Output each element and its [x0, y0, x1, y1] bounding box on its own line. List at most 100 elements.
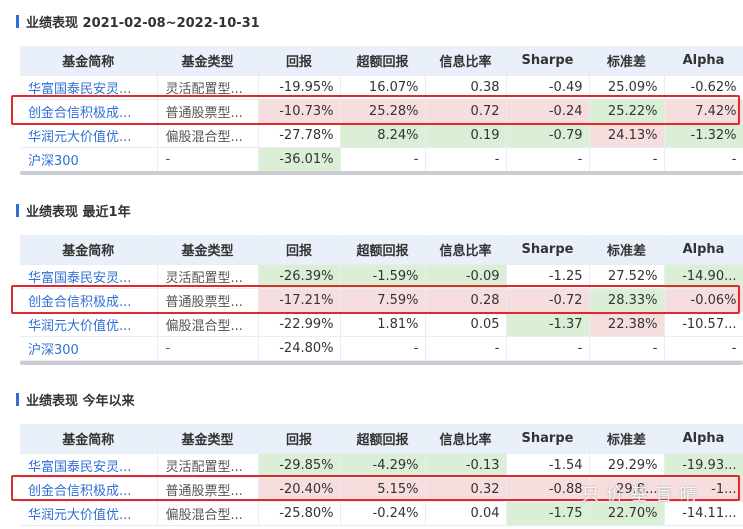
column-header[interactable]: 基金简称 — [20, 235, 158, 265]
table-header-row: 基金简称 基金类型 回报 超额回报 信息比率 Sharpe 标准差 Alpha — [20, 46, 743, 76]
metric-cell: -0.88 — [506, 477, 590, 502]
fund-type-cell: 灵活配置型... — [157, 75, 259, 100]
metric-cell: -0.72 — [506, 288, 590, 313]
metric-cell: - — [506, 336, 590, 361]
section-title-3: 业绩表现 今年以来 — [16, 389, 135, 409]
metric-cell: -0.62% — [664, 75, 743, 100]
table-row: 沪深300- -36.01% - - - - - — [20, 147, 743, 172]
column-header[interactable]: 基金类型 — [157, 46, 259, 76]
metric-cell: 29.8... — [589, 477, 665, 502]
metric-cell: 1.81% — [340, 312, 426, 337]
column-header[interactable]: 回报 — [258, 46, 341, 76]
horizontal-scrollbar[interactable] — [20, 361, 743, 365]
metric-cell: -0.13 — [425, 453, 507, 478]
metric-cell: - — [340, 147, 426, 172]
column-header[interactable]: Alpha — [664, 424, 743, 454]
column-header[interactable]: 标准差 — [589, 46, 665, 76]
title-accent-bar — [16, 14, 19, 28]
metric-cell: -0.24 — [506, 99, 590, 124]
fund-name-link[interactable]: 创金合信积极成... — [20, 477, 158, 502]
column-header[interactable]: Sharpe — [506, 424, 590, 454]
fund-type-cell: 偏股混合型... — [157, 501, 259, 526]
column-header[interactable]: 基金类型 — [157, 424, 259, 454]
fund-name-link[interactable]: 华富国泰民安灵... — [20, 264, 158, 289]
metric-cell: 0.05 — [425, 312, 507, 337]
fund-name-link[interactable]: 沪深300 — [20, 147, 158, 172]
table-row: 沪深300- -24.80% - - - - - — [20, 336, 743, 361]
metric-cell: -1.25 — [506, 264, 590, 289]
fund-name-link[interactable]: 华富国泰民安灵... — [20, 453, 158, 478]
column-header[interactable]: 基金类型 — [157, 235, 259, 265]
metric-cell: 28.33% — [589, 288, 665, 313]
metric-cell: 5.15% — [340, 477, 426, 502]
metric-cell: -4.29% — [340, 453, 426, 478]
column-header[interactable]: 超额回报 — [340, 46, 426, 76]
table-row: 华润元大价值优... 偏股混合型... -27.78% 8.24% 0.19 -0.79 2… — [20, 123, 743, 148]
fund-type-cell: 偏股混合型... — [157, 123, 259, 148]
metric-cell: - — [506, 147, 590, 172]
metric-cell: -24.80% — [258, 336, 341, 361]
metric-cell: -20.40% — [258, 477, 341, 502]
metric-cell: 24.13% — [589, 123, 665, 148]
column-header[interactable]: Alpha — [664, 46, 743, 76]
metric-cell: -27.78% — [258, 123, 341, 148]
metric-cell: 0.72 — [425, 99, 507, 124]
metric-cell: - — [664, 336, 743, 361]
table-row: 华润元大价值优... 偏股混合型... -25.80% -0.24% 0.04 -1.75… — [20, 501, 743, 526]
column-header[interactable]: 信息比率 — [425, 424, 507, 454]
metric-cell: -0.49 — [506, 75, 590, 100]
table-row: 创金合信积极成... 普通股票型... -20.40% 5.15% 0.32 -0.88 2… — [20, 477, 743, 502]
fund-type-cell: 灵活配置型... — [157, 264, 259, 289]
column-header[interactable]: 超额回报 — [340, 235, 426, 265]
metric-cell: 25.09% — [589, 75, 665, 100]
fund-type-cell: - — [157, 336, 259, 361]
performance-table-1: 基金简称 基金类型 回报 超额回报 信息比率 Sharpe 标准差 Alpha 华富国泰民安灵.… — [20, 46, 743, 172]
table-row: 华富国泰民安灵... 灵活配置型... -29.85% -4.29% -0.13 -1.5… — [20, 453, 743, 478]
fund-name-link[interactable]: 华富国泰民安灵... — [20, 75, 158, 100]
column-header[interactable]: 超额回报 — [340, 424, 426, 454]
column-header[interactable]: 基金简称 — [20, 46, 158, 76]
fund-type-cell: - — [157, 147, 259, 172]
metric-cell: 22.38% — [589, 312, 665, 337]
metric-cell: -36.01% — [258, 147, 341, 172]
metric-cell: 8.24% — [340, 123, 426, 148]
fund-name-link[interactable]: 华润元大价值优... — [20, 123, 158, 148]
fund-name-link[interactable]: 创金合信积极成... — [20, 288, 158, 313]
column-header[interactable]: 信息比率 — [425, 235, 507, 265]
column-header[interactable]: 基金简称 — [20, 424, 158, 454]
column-header[interactable]: 回报 — [258, 424, 341, 454]
metric-cell: -19.95% — [258, 75, 341, 100]
metric-cell: 22.70% — [589, 501, 665, 526]
table-row: 创金合信积极成... 普通股票型... -10.73% 25.28% 0.72 -0.24… — [20, 99, 743, 124]
metric-cell: -1.37 — [506, 312, 590, 337]
column-header[interactable]: Alpha — [664, 235, 743, 265]
column-header[interactable]: Sharpe — [506, 235, 590, 265]
metric-cell: 7.42% — [664, 99, 743, 124]
metric-cell: 16.07% — [340, 75, 426, 100]
metric-cell: 0.04 — [425, 501, 507, 526]
column-header[interactable]: 标准差 — [589, 424, 665, 454]
watermark-text: 只 价 基 盲 晴 — [582, 485, 698, 505]
metric-cell: - — [425, 147, 507, 172]
section-title-text: 业绩表现 最近1年 — [26, 204, 131, 220]
column-header[interactable]: 信息比率 — [425, 46, 507, 76]
metric-cell: - — [425, 336, 507, 361]
metric-cell: 25.22% — [589, 99, 665, 124]
column-header[interactable]: 回报 — [258, 235, 341, 265]
fund-name-link[interactable]: 华润元大价值优... — [20, 312, 158, 337]
fund-name-link[interactable]: 创金合信积极成... — [20, 99, 158, 124]
column-header[interactable]: 标准差 — [589, 235, 665, 265]
metric-cell: - — [340, 336, 426, 361]
metric-cell: -25.80% — [258, 501, 341, 526]
column-header[interactable]: Sharpe — [506, 46, 590, 76]
fund-name-link[interactable]: 沪深300 — [20, 336, 158, 361]
metric-cell: -1... — [664, 477, 743, 502]
metric-cell: -0.79 — [506, 123, 590, 148]
table-row: 华富国泰民安灵... 灵活配置型... -19.95% 16.07% 0.38 -0.49… — [20, 75, 743, 100]
fund-type-cell: 灵活配置型... — [157, 453, 259, 478]
table-row: 创金合信积极成... 普通股票型... -17.21% 7.59% 0.28 -0.72 2… — [20, 288, 743, 313]
horizontal-scrollbar[interactable] — [20, 171, 743, 175]
fund-type-cell: 偏股混合型... — [157, 312, 259, 337]
fund-name-link[interactable]: 华润元大价值优... — [20, 501, 158, 526]
metric-cell: - — [589, 336, 665, 361]
